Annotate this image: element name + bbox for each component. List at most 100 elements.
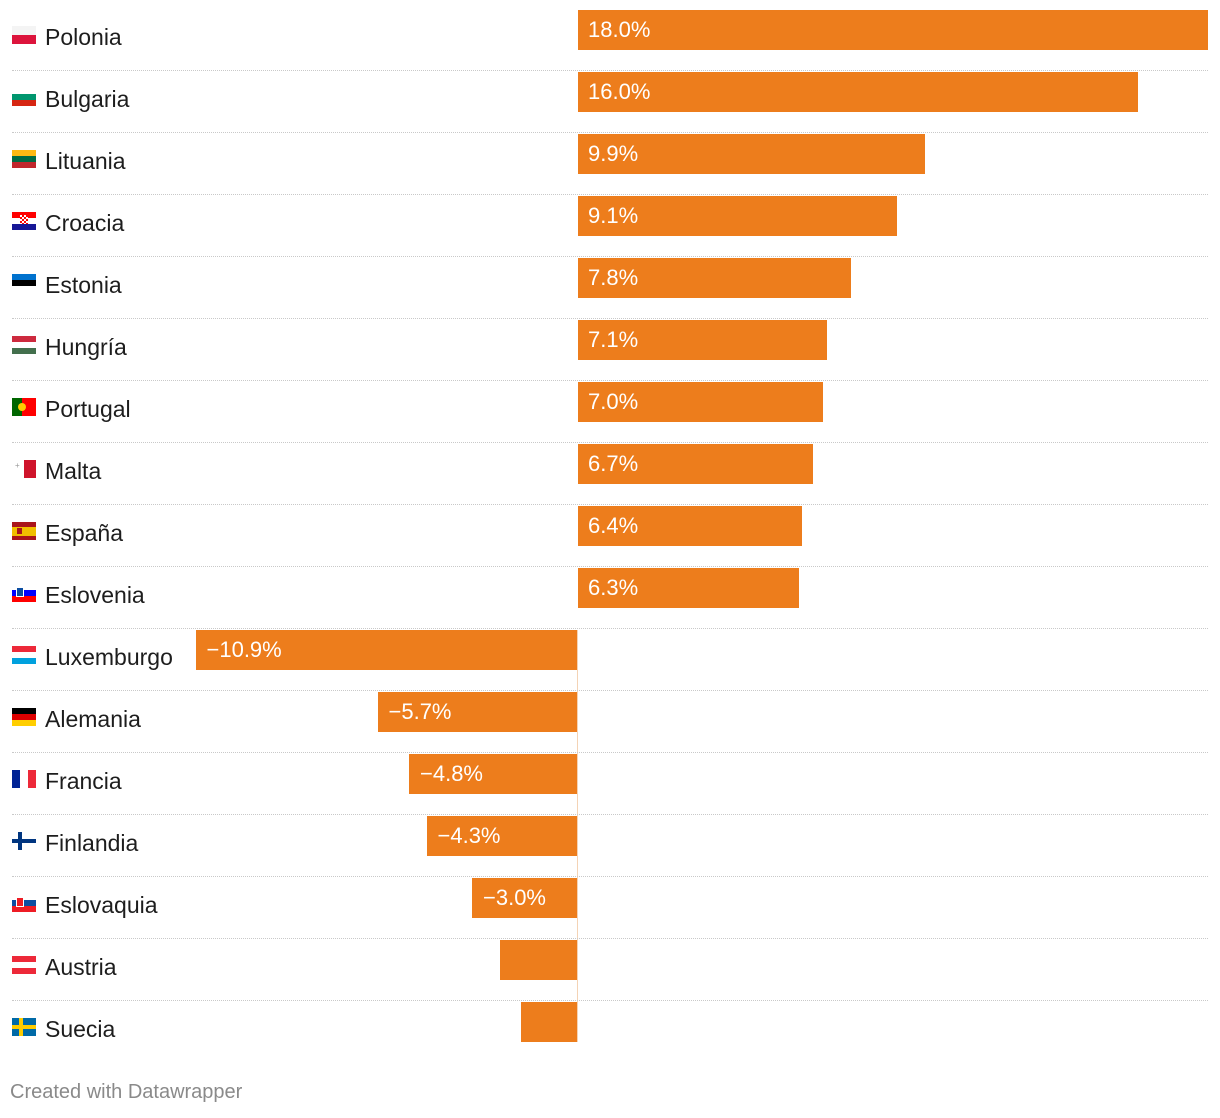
bar	[578, 382, 823, 422]
bar-row: Eslovenia 6.3%	[0, 568, 1220, 630]
value-label: 6.7%	[588, 451, 639, 476]
value-label: −4.3%	[437, 823, 501, 848]
bar	[578, 444, 813, 484]
bar	[578, 10, 1208, 50]
row-divider	[12, 1000, 1208, 1001]
bar-row: Lituania 9.9%	[0, 134, 1220, 196]
row-divider	[12, 566, 1208, 567]
flag-portugal-icon	[12, 398, 36, 416]
category-label: Portugal	[45, 396, 131, 422]
category-label: Alemania	[45, 706, 141, 732]
value-label: 9.1%	[588, 203, 639, 228]
value-label: −5.7%	[388, 699, 452, 724]
flag-sweden-icon	[12, 1018, 36, 1036]
bar-row: Polonia 18.0%	[0, 10, 1220, 72]
value-label: 7.0%	[588, 389, 639, 414]
category-label: Suecia	[45, 1016, 116, 1042]
bar-row: España 6.4%	[0, 506, 1220, 568]
value-label: 9.9%	[588, 141, 639, 166]
category-label: Francia	[45, 768, 122, 794]
bar	[578, 196, 897, 236]
row-divider	[12, 938, 1208, 939]
flag-lithuania-icon	[12, 150, 36, 168]
category-label: Bulgaria	[45, 86, 130, 112]
value-label: −4.8%	[420, 761, 483, 786]
value-label: −10.9%	[206, 637, 282, 662]
bar	[409, 754, 577, 794]
bar-row: Francia −4.8%	[0, 754, 1220, 816]
row-divider	[12, 628, 1208, 629]
bar	[195, 630, 577, 670]
category-label: Malta	[45, 458, 102, 484]
bar-row: Austria	[0, 940, 1220, 1002]
row-divider	[12, 380, 1208, 381]
bar-row: Bulgaria 16.0%	[0, 72, 1220, 134]
category-label: Polonia	[45, 24, 122, 50]
row-divider	[12, 752, 1208, 753]
bar	[426, 816, 577, 856]
category-label: Luxemburgo	[45, 644, 173, 670]
footer-credit: Created with Datawrapper	[10, 1081, 243, 1103]
bar-row: Croacia 9.1%	[0, 196, 1220, 258]
zero-axis-line	[577, 630, 578, 1042]
bar-chart: Polonia 18.0% Bulgaria 16.0% Lituania 9.9% Cro…	[0, 10, 1220, 1042]
category-label: Hungría	[45, 334, 127, 360]
value-label: 7.8%	[588, 265, 639, 290]
flag-croatia-icon	[12, 212, 36, 230]
value-label: −3.0%	[483, 885, 546, 910]
bar-row: Estonia 7.8%	[0, 258, 1220, 320]
bar	[500, 940, 577, 980]
flag-luxembourg-icon	[12, 646, 36, 664]
bar	[578, 568, 799, 608]
bar	[578, 134, 925, 174]
category-label: Croacia	[45, 210, 125, 236]
bar	[578, 258, 851, 298]
bar-row: Hungría 7.1%	[0, 320, 1220, 382]
row-divider	[12, 814, 1208, 815]
row-divider	[12, 690, 1208, 691]
flag-estonia-icon	[12, 274, 36, 292]
row-divider	[12, 194, 1208, 195]
bar	[472, 878, 577, 918]
category-label: Austria	[45, 954, 117, 980]
category-label: España	[45, 520, 124, 546]
flag-spain-icon	[12, 522, 36, 540]
value-label: 16.0%	[588, 79, 651, 104]
row-divider	[12, 442, 1208, 443]
bar-row: Alemania −5.7%	[0, 692, 1220, 754]
row-divider	[12, 504, 1208, 505]
category-label: Finlandia	[45, 830, 139, 856]
row-divider	[12, 256, 1208, 257]
bar	[578, 506, 802, 546]
flag-slovakia-icon	[12, 894, 36, 912]
value-label: 7.1%	[588, 327, 639, 352]
flag-france-icon	[12, 770, 36, 788]
value-label: 18.0%	[588, 17, 651, 42]
flag-poland-icon	[12, 26, 36, 44]
category-label: Estonia	[45, 272, 122, 298]
bar	[521, 1002, 577, 1042]
row-divider	[12, 318, 1208, 319]
flag-malta-icon: +	[12, 460, 36, 478]
value-label: 6.4%	[588, 513, 639, 538]
bar-row: Finlandia −4.3%	[0, 816, 1220, 878]
flag-bulgaria-icon	[12, 88, 36, 106]
bar-row: + Malta 6.7%	[0, 444, 1220, 506]
row-divider	[12, 876, 1208, 877]
bar-row: Eslovaquia −3.0%	[0, 878, 1220, 940]
category-label: Eslovenia	[45, 582, 145, 608]
flag-finland-icon	[12, 832, 36, 850]
flag-slovenia-icon	[12, 584, 36, 602]
flag-hungary-icon	[12, 336, 36, 354]
flag-germany-icon	[12, 708, 36, 726]
bar-row: Suecia	[0, 1002, 1220, 1064]
category-label: Eslovaquia	[45, 892, 158, 918]
bar-row: Luxemburgo −10.9%	[0, 630, 1220, 692]
value-label: 6.3%	[588, 575, 639, 600]
category-label: Lituania	[45, 148, 126, 174]
row-divider	[12, 132, 1208, 133]
row-divider	[12, 70, 1208, 71]
flag-austria-icon	[12, 956, 36, 974]
bar	[578, 320, 827, 360]
bar	[377, 692, 577, 732]
